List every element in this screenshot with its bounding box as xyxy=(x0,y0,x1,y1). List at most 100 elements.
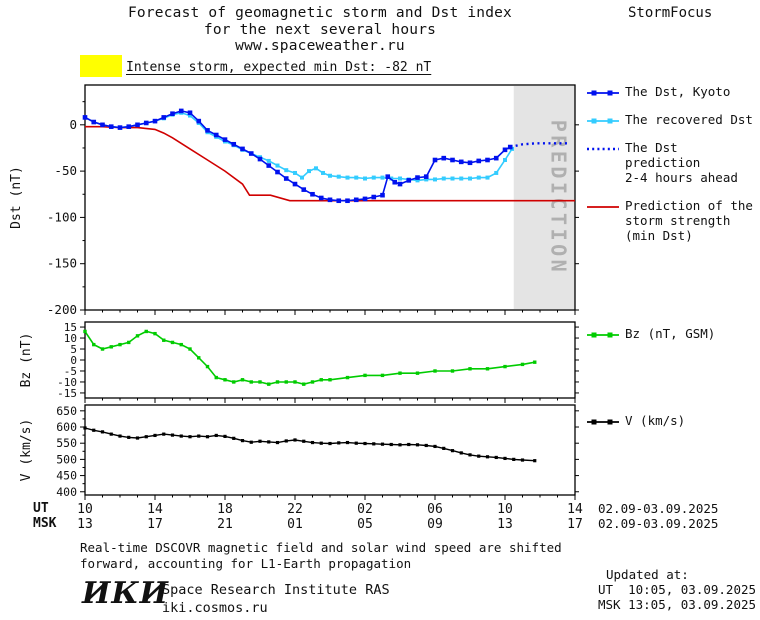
series-marker-kyoto xyxy=(91,119,97,125)
y-tick-label: 0 xyxy=(70,354,77,367)
series-marker-v xyxy=(424,443,428,448)
series-marker-bz xyxy=(214,375,218,380)
series-marker-kyoto xyxy=(423,174,429,179)
legend-bz: Bz (nT, GSM) xyxy=(586,326,760,341)
series-marker-kyoto xyxy=(397,181,403,187)
series-marker-bz xyxy=(302,382,306,386)
y-tick-label: -10 xyxy=(57,376,77,389)
series-marker-recovered xyxy=(476,175,481,180)
series-marker-kyoto xyxy=(507,144,513,150)
series-marker-v xyxy=(477,454,481,458)
title-url: www.spaceweather.ru xyxy=(235,38,405,54)
series-marker-bz xyxy=(197,356,201,360)
series-marker-recovered xyxy=(450,176,455,181)
series-marker-bz xyxy=(363,373,367,378)
x-tick-label-msk: 05 xyxy=(357,517,373,532)
series-marker-bz xyxy=(533,360,537,364)
storm-alert-text: Intense storm, expected min Dst: -82 nT xyxy=(126,60,432,75)
series-marker-kyoto xyxy=(117,125,123,130)
series-marker-recovered xyxy=(266,158,271,163)
series-marker-v xyxy=(398,443,402,447)
series-marker-kyoto xyxy=(196,118,202,124)
series-marker-v xyxy=(459,451,463,455)
series-marker-bz xyxy=(267,382,271,386)
series-marker-kyoto xyxy=(240,146,245,152)
updated-msk: MSK 13:05, 03.09.2025 xyxy=(598,597,757,612)
series-marker-bz xyxy=(135,334,140,338)
series-marker-recovered xyxy=(363,176,367,181)
series-marker-kyoto xyxy=(353,197,359,203)
series-marker-kyoto xyxy=(135,122,140,128)
series-marker-bz xyxy=(293,380,297,384)
series-marker-v xyxy=(188,435,192,439)
legend-label-recovered: The recovered Dst xyxy=(625,112,753,127)
y-tick-label: 500 xyxy=(56,452,77,466)
series-marker-kyoto xyxy=(432,157,438,163)
legend-swatch-kyoto xyxy=(587,90,619,96)
series-marker-bz xyxy=(398,371,402,375)
series-marker-kyoto xyxy=(485,157,490,163)
y-tick-label: 400 xyxy=(56,485,77,499)
series-marker-recovered xyxy=(459,176,464,181)
prediction-band-label: PREDICTION xyxy=(546,120,570,275)
series-marker-recovered xyxy=(345,175,350,180)
series-marker-kyoto xyxy=(283,176,289,181)
legend-label-prediction: The Dst prediction 2-4 hours ahead xyxy=(625,140,738,185)
series-marker-recovered xyxy=(380,175,385,180)
series-marker-bz xyxy=(345,375,350,380)
legend-swatch-min-dst xyxy=(587,206,619,208)
y-tick-label: -150 xyxy=(47,256,77,271)
series-marker-bz xyxy=(310,380,315,384)
legend-entry-min-dst: Prediction of the storm strength (min Dst) xyxy=(586,198,760,243)
series-marker-kyoto xyxy=(327,197,333,203)
series-marker-v xyxy=(83,426,87,430)
series-marker-v xyxy=(223,434,227,439)
series-marker-kyoto xyxy=(170,111,175,117)
series-marker-v xyxy=(249,440,253,444)
legend-entry-v: V (km/s) xyxy=(586,413,760,428)
series-marker-recovered xyxy=(275,163,280,168)
series-marker-kyoto xyxy=(213,132,219,138)
series-marker-bz xyxy=(284,380,288,384)
msk-axis-label: MSK xyxy=(33,516,57,531)
x-tick-label-ut: 18 xyxy=(217,502,233,517)
series-marker-bz xyxy=(92,342,96,347)
series-marker-v xyxy=(468,453,472,457)
series-marker-v xyxy=(433,444,437,449)
series-marker-kyoto xyxy=(178,108,184,114)
series-marker-v xyxy=(415,443,420,447)
series-marker-v xyxy=(127,435,131,439)
legend-swatch-bz xyxy=(587,332,619,338)
iki-logo: ИКИ xyxy=(82,576,169,611)
series-marker-v xyxy=(109,432,113,436)
legend-entry-bz: Bz (nT, GSM) xyxy=(586,326,760,341)
series-marker-v xyxy=(284,439,288,443)
series-marker-recovered xyxy=(336,174,341,179)
series-marker-kyoto xyxy=(450,157,455,163)
x-tick-label-ut: 06 xyxy=(427,502,443,517)
series-marker-bz xyxy=(468,367,472,371)
series-marker-v xyxy=(389,442,393,447)
series-marker-recovered xyxy=(300,175,304,180)
x-tick-label-msk: 13 xyxy=(77,517,93,532)
series-marker-recovered xyxy=(321,170,325,175)
series-marker-bz xyxy=(275,380,280,384)
series-marker-kyoto xyxy=(266,163,272,168)
y-tick-label: -15 xyxy=(57,387,77,400)
series-marker-bz xyxy=(83,329,87,334)
series-marker-v xyxy=(232,436,236,440)
x-tick-label-msk: 17 xyxy=(567,517,583,532)
series-marker-kyoto xyxy=(231,141,237,147)
series-marker-bz xyxy=(380,373,385,378)
series-marker-recovered xyxy=(307,169,311,174)
series-marker-recovered xyxy=(424,177,429,182)
legend-main: The Dst, Kyoto The recovered Dst The Dst p… xyxy=(586,84,760,243)
series-marker-recovered xyxy=(293,170,297,175)
legend-label-min-dst: Prediction of the storm strength (min Dst) xyxy=(625,198,753,243)
series-marker-bz xyxy=(328,378,332,382)
title-line-2: for the next several hours xyxy=(203,21,437,38)
series-marker-v xyxy=(512,457,516,461)
series-marker-kyoto xyxy=(458,159,464,165)
series-marker-v xyxy=(153,433,157,438)
